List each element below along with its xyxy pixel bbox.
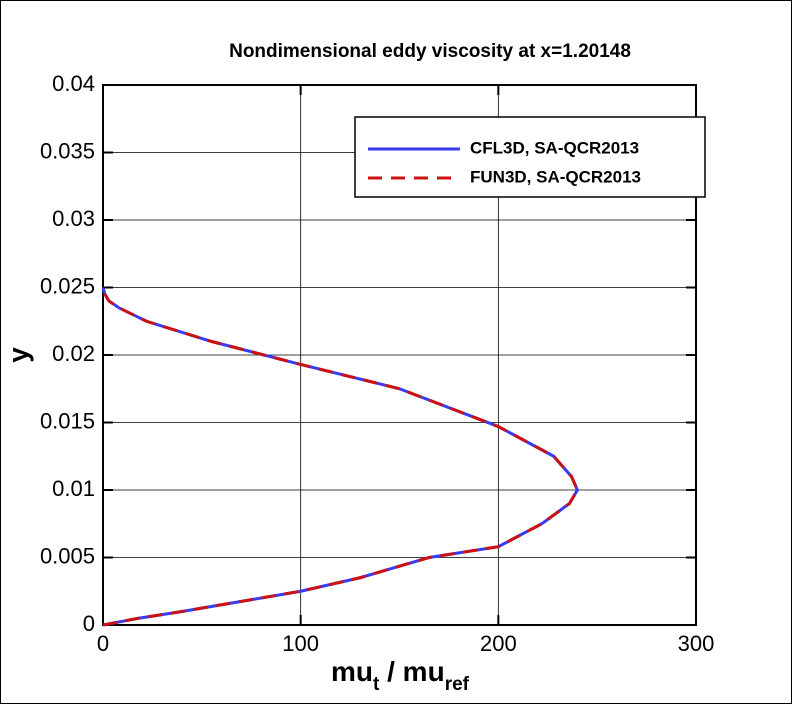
y-tick-label: 0.02 <box>52 341 95 366</box>
y-tick-label: 0.025 <box>40 273 95 298</box>
x-tick-label: 100 <box>282 631 319 656</box>
x-tick-label: 300 <box>678 631 715 656</box>
x-tick-label: 200 <box>480 631 517 656</box>
chart-title: Nondimensional eddy viscosity at x=1.201… <box>229 41 631 62</box>
x-axis-label-subscript: ref <box>445 674 470 695</box>
plot-frame <box>102 84 697 626</box>
y-tick-label: 0.03 <box>52 206 95 231</box>
legend-box <box>354 116 706 198</box>
y-tick-label: 0 <box>83 611 95 636</box>
x-axis-label: mut / muref <box>331 656 470 694</box>
x-axis-label-subscript: t <box>373 674 380 695</box>
x-axis-label-part: / mu <box>379 656 444 687</box>
y-tick-label: 0.01 <box>52 476 95 501</box>
data-line <box>101 287 580 627</box>
legend-label: CFL3D, SA-QCR2013 <box>470 138 639 157</box>
x-tick-label: 0 <box>97 631 109 656</box>
y-tick-label: 0.04 <box>52 71 95 96</box>
legend-label: FUN3D, SA-QCR2013 <box>470 167 641 186</box>
y-tick-label: 0.005 <box>40 543 95 568</box>
x-axis-label-part: mu <box>331 656 373 687</box>
y-tick-label: 0.015 <box>40 408 95 433</box>
y-axis-label: y <box>2 347 33 363</box>
y-tick-label: 0.035 <box>40 138 95 163</box>
